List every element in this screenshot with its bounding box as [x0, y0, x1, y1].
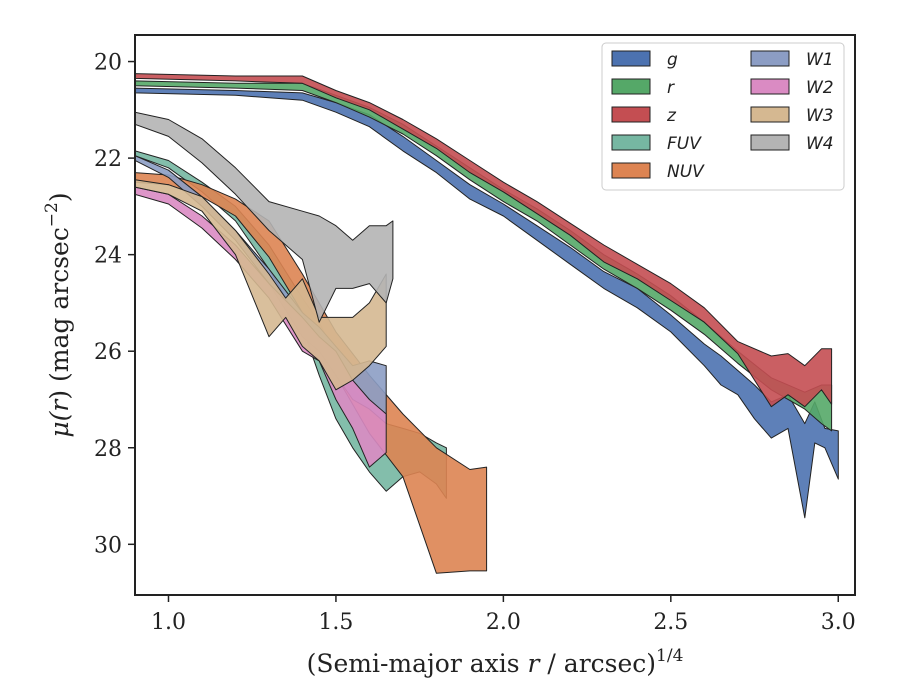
- legend-label-r: r: [667, 78, 675, 98]
- x-axis-ticks: 1.0 1.5 2.0 2.5 3.0: [151, 595, 856, 635]
- y-tick-label: 28: [94, 437, 122, 462]
- band-z: [135, 73, 833, 408]
- legend-label-nuv: NUV: [667, 162, 705, 182]
- legend-swatch-w4: [750, 134, 790, 151]
- legend-label-w1: W1: [806, 50, 834, 70]
- legend-label-fuv: FUV: [667, 134, 702, 154]
- legend-swatch-w2: [750, 78, 790, 95]
- y-axis-label-exp: −2: [42, 202, 62, 227]
- legend-swatch-fuv: [611, 134, 651, 151]
- legend-label-g: g: [667, 50, 678, 70]
- legend-swatch-r: [611, 78, 651, 95]
- x-tick-label: 1.0: [151, 610, 186, 635]
- legend-label-z: z: [666, 106, 677, 126]
- y-axis-label-mu: μ(: [45, 410, 74, 437]
- x-tick-label: 2.0: [486, 610, 521, 635]
- legend-label-w4: W4: [806, 134, 834, 154]
- y-axis-label-close: ): [45, 192, 74, 202]
- y-tick-label: 20: [94, 51, 122, 76]
- x-tick-label: 3.0: [821, 610, 856, 635]
- x-axis-label-tail: / arcsec): [539, 649, 656, 678]
- legend-label-w3: W3: [806, 106, 834, 126]
- x-axis-label-exp: 1/4: [656, 646, 683, 666]
- plot-frame: [134, 34, 856, 596]
- y-tick-label: 24: [94, 244, 122, 269]
- x-tick-label: 1.5: [318, 610, 353, 635]
- y-tick-label: 26: [94, 340, 122, 365]
- y-tick-label: 30: [94, 533, 122, 558]
- band-w3: [135, 179, 387, 391]
- y-axis-ticks: 20 22 24 26 28 30: [94, 51, 135, 558]
- legend-swatch-g: [611, 50, 651, 67]
- legend-swatch-w3: [750, 106, 790, 123]
- profile-bands: [135, 73, 839, 574]
- band-g: [135, 87, 839, 519]
- x-axis-label-main: (Semi-major axis: [307, 649, 528, 678]
- legend-swatch-w1: [750, 50, 790, 67]
- x-axis-label: (Semi-major axis r / arcsec)1/4: [307, 646, 684, 678]
- legend: grz FUV NUV W1 W2 W3 W4: [601, 42, 845, 191]
- x-tick-label: 2.5: [653, 610, 688, 635]
- y-tick-label: 22: [94, 147, 122, 172]
- legend-swatch-z: [611, 106, 651, 123]
- y-axis-label: μ(r) (mag arcsec−2): [42, 192, 74, 437]
- y-axis-label-var: r: [45, 398, 74, 412]
- legend-swatch-nuv: [611, 162, 651, 179]
- x-axis-label-var: r: [528, 649, 542, 678]
- legend-label-w2: W2: [806, 78, 834, 98]
- y-axis-label-tail: ) (mag arcsec: [45, 227, 74, 400]
- band-w4: [135, 111, 394, 323]
